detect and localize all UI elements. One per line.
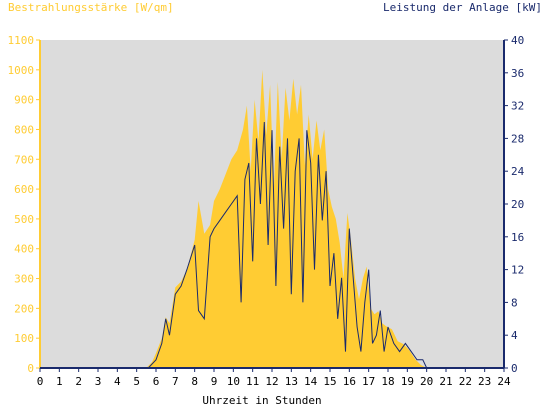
x-tick-label: 17 bbox=[362, 375, 375, 388]
x-tick-label: 20 bbox=[420, 375, 433, 388]
x-tick-label: 13 bbox=[285, 375, 298, 388]
x-tick-label: 8 bbox=[191, 375, 198, 388]
y-left-tick-label: 1000 bbox=[8, 64, 35, 77]
y-right-tick-label: 0 bbox=[511, 362, 518, 375]
x-tick-label: 4 bbox=[114, 375, 121, 388]
power-line bbox=[40, 121, 504, 369]
x-tick-label: 24 bbox=[497, 375, 511, 388]
x-tick-label: 22 bbox=[459, 375, 472, 388]
y-left-tick-label: 1100 bbox=[8, 34, 35, 47]
x-tick-label: 14 bbox=[304, 375, 318, 388]
x-tick-label: 23 bbox=[478, 375, 491, 388]
x-tick-label: 12 bbox=[265, 375, 278, 388]
x-tick-label: 3 bbox=[95, 375, 102, 388]
y-right-tick-label: 36 bbox=[511, 67, 524, 80]
y-right-tick-label: 28 bbox=[511, 132, 524, 145]
x-tick-label: 7 bbox=[172, 375, 179, 388]
x-tick-label: 16 bbox=[343, 375, 356, 388]
y-right-tick-label: 16 bbox=[511, 231, 524, 244]
y-right-tick-label: 40 bbox=[511, 34, 524, 47]
x-tick-label: 9 bbox=[211, 375, 218, 388]
y-right-tick-label: 12 bbox=[511, 264, 524, 277]
ticks-layer: 0100200300400500600700800900100011000481… bbox=[8, 34, 525, 388]
x-tick-label: 11 bbox=[246, 375, 259, 388]
x-tick-label: 19 bbox=[401, 375, 414, 388]
y-left-tick-label: 200 bbox=[14, 302, 34, 315]
x-tick-label: 21 bbox=[439, 375, 452, 388]
y-left-tick-label: 800 bbox=[14, 123, 34, 136]
irradiance-area bbox=[40, 69, 504, 369]
y-left-tick-label: 900 bbox=[14, 94, 34, 107]
y-left-tick-label: 500 bbox=[14, 213, 34, 226]
x-tick-label: 2 bbox=[75, 375, 82, 388]
y-left-tick-label: 100 bbox=[14, 332, 34, 345]
y-right-tick-label: 4 bbox=[511, 329, 518, 342]
y-left-tick-label: 600 bbox=[14, 183, 34, 196]
chart-title-left: Bestrahlungsstärke [W/qm] bbox=[8, 1, 174, 14]
series-layer bbox=[40, 69, 504, 369]
x-tick-label: 15 bbox=[323, 375, 336, 388]
y-left-tick-label: 300 bbox=[14, 273, 34, 286]
y-left-tick-label: 700 bbox=[14, 153, 34, 166]
y-left-tick-label: 0 bbox=[27, 362, 34, 375]
x-tick-label: 18 bbox=[381, 375, 394, 388]
y-right-tick-label: 20 bbox=[511, 198, 524, 211]
chart-title-right: Leistung der Anlage [kW] bbox=[383, 1, 542, 14]
y-left-tick-label: 400 bbox=[14, 243, 34, 256]
x-tick-label: 5 bbox=[133, 375, 140, 388]
y-right-tick-label: 32 bbox=[511, 100, 524, 113]
y-right-tick-label: 8 bbox=[511, 296, 518, 309]
y-right-tick-label: 24 bbox=[511, 165, 525, 178]
x-tick-label: 0 bbox=[37, 375, 44, 388]
x-axis-label: Uhrzeit in Stunden bbox=[202, 394, 321, 407]
x-tick-label: 6 bbox=[153, 375, 160, 388]
x-tick-label: 10 bbox=[227, 375, 240, 388]
x-tick-label: 1 bbox=[56, 375, 63, 388]
